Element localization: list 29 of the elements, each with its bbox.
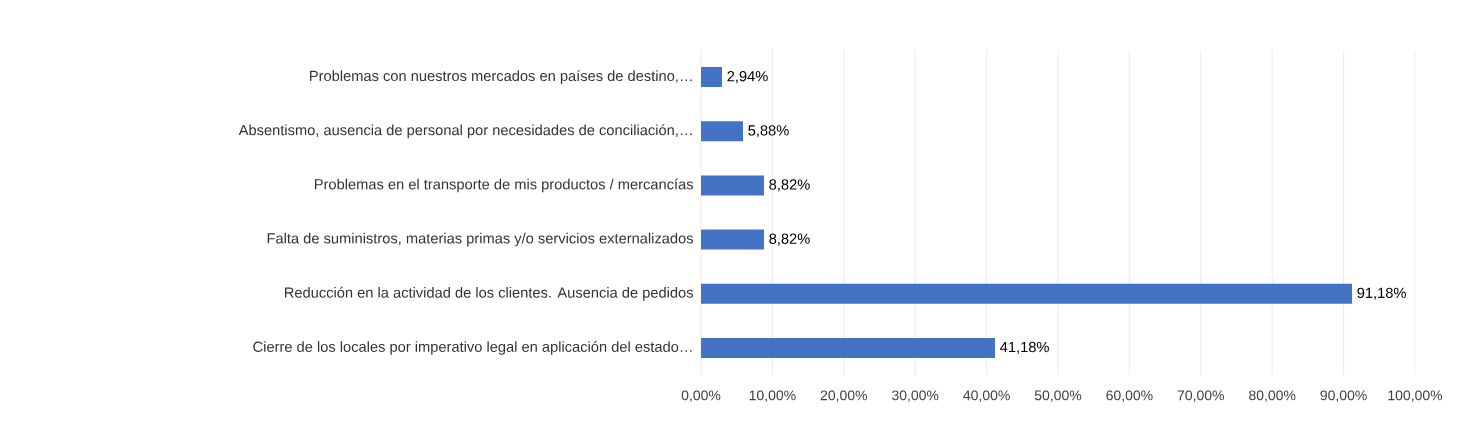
x-tick-label: 50,00% xyxy=(1034,390,1082,402)
y-tick-label: Cierre de los locales por imperativo legal en aplicación del estado… xyxy=(253,340,692,355)
x-tick-label: 10,00% xyxy=(749,390,796,402)
data-label: 41,18% xyxy=(1000,341,1049,354)
y-tick-label: Reducción en la actividad de los clientes. Ausencia de pedidos xyxy=(285,286,693,301)
y-tick-label: Problemas en el transporte de mis productos / mercancías xyxy=(314,178,694,193)
x-tick-label: 80,00% xyxy=(1249,390,1296,402)
bar xyxy=(701,283,1353,304)
data-label: 8,82% xyxy=(769,179,810,192)
bar xyxy=(701,121,743,142)
y-tick-label: Absentismo, ausencia de personal por necesidades de conciliación,… xyxy=(238,124,692,139)
x-tick-label: 20,00% xyxy=(820,390,868,402)
bar xyxy=(701,337,996,358)
x-tick-label: 40,00% xyxy=(963,390,1010,402)
data-label: 8,82% xyxy=(769,233,810,246)
y-tick-label: Falta de suministros, materias primas y/o servicios externalizados xyxy=(267,232,694,247)
bar xyxy=(701,67,722,88)
x-tick-label: 70,00% xyxy=(1177,390,1225,402)
x-tick-label: 100,00% xyxy=(1388,390,1443,402)
data-label: 2,94% xyxy=(727,71,768,84)
x-tick-label: 30,00% xyxy=(891,390,939,402)
y-tick-label: Problemas con nuestros mercados en países de destino,… xyxy=(310,70,692,84)
x-tick-label: 90,00% xyxy=(1320,390,1367,402)
bar xyxy=(701,229,764,250)
data-label: 91,18% xyxy=(1357,287,1406,300)
data-label: 5,88% xyxy=(748,125,789,138)
x-tick-label: 60,00% xyxy=(1106,390,1153,402)
bar xyxy=(701,175,764,196)
x-tick-label: 0,00% xyxy=(681,390,721,402)
